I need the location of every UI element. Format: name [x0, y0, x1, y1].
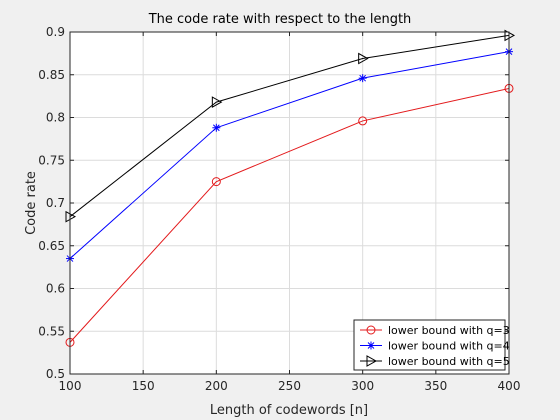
x-tick-label: 300: [351, 379, 374, 393]
legend-item: lower bound with q=5: [360, 355, 510, 368]
data-point: [358, 116, 368, 126]
legend-marker: [367, 341, 375, 350]
legend-item: lower bound with q=4: [360, 340, 510, 353]
series-line: [69, 34, 510, 218]
legend-label: lower bound with q=5: [388, 355, 510, 368]
y-tick-label: 0.9: [46, 25, 65, 39]
y-tick-label: 0.7: [46, 196, 65, 210]
legend-marker: [366, 355, 378, 367]
x-tick-label: 250: [278, 379, 301, 393]
x-tick-label: 150: [132, 379, 155, 393]
y-tick-label: 0.55: [38, 324, 65, 338]
y-tick-label: 0.6: [46, 282, 65, 296]
data-point: [211, 177, 221, 187]
y-tick-label: 0.8: [46, 111, 65, 125]
x-axis-label: Length of codewords [n]: [210, 403, 368, 418]
data-point: [358, 52, 369, 65]
x-tick-label: 100: [59, 379, 82, 393]
y-tick-label: 0.75: [38, 153, 65, 167]
chart-title: The code rate with respect to the length: [148, 12, 412, 27]
series-line: [69, 51, 510, 259]
data-point: [211, 96, 223, 108]
y-axis-label: Code rate: [24, 171, 39, 235]
legend-label: lower bound with q=3: [388, 324, 510, 337]
x-tick-label: 350: [424, 379, 447, 393]
y-tick-label: 0.5: [46, 367, 65, 381]
legend-item: lower bound with q=3: [360, 324, 510, 337]
legend: lower bound with q=3 lower bound with q=4…: [353, 319, 510, 371]
data-point: [358, 74, 367, 83]
series-line: [69, 87, 510, 343]
y-tick-label: 0.85: [38, 68, 65, 82]
y-tick-label: 0.65: [38, 239, 65, 253]
x-tick-label: 200: [205, 379, 228, 393]
legend-label: lower bound with q=4: [388, 340, 510, 353]
x-tick-label: 400: [498, 379, 521, 393]
ticks: 100 150 200 250 300 350 400 0.5 0.55 0.6 0.65 0.7 0.…: [38, 25, 520, 393]
legend-marker: [366, 325, 376, 335]
data-point: [212, 123, 221, 132]
